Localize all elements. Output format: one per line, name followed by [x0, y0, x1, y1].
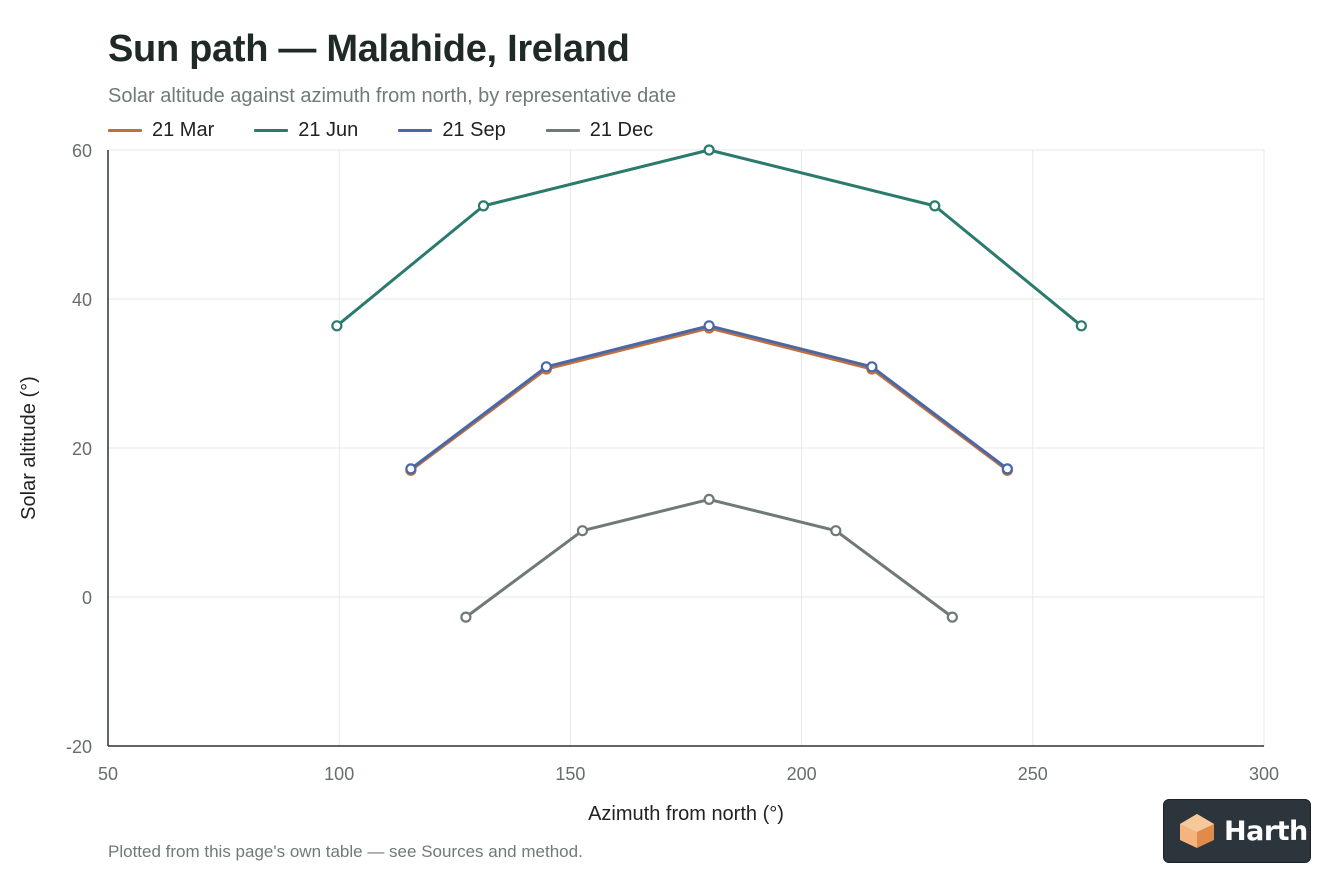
data-point-21-sep[interactable]: [405, 463, 417, 475]
data-point-21-jun[interactable]: [331, 320, 343, 332]
brand-badge[interactable]: Harth: [1163, 799, 1311, 863]
x-tick-label: 150: [555, 764, 585, 784]
harth-logo-icon: [1180, 814, 1214, 848]
legend-item-21-jun[interactable]: 21 Jun: [254, 119, 358, 142]
x-tick-label: 200: [787, 764, 817, 784]
data-point-21-dec[interactable]: [703, 493, 715, 506]
y-tick-label: 0: [82, 588, 92, 608]
legend-item-21-sep[interactable]: 21 Sep: [398, 119, 506, 142]
y-tick-label: 20: [72, 439, 92, 459]
legend-item-21-mar[interactable]: 21 Mar: [108, 119, 214, 142]
chart-legend: 21 Mar 21 Jun 21 Sep 21 Dec: [108, 119, 653, 142]
brand-name: Harth: [1224, 815, 1308, 847]
data-point-21-dec[interactable]: [946, 611, 958, 623]
chart-title: Sun path — Malahide, Ireland: [108, 28, 630, 70]
chart-subtitle: Solar altitude against azimuth from nort…: [108, 85, 677, 107]
legend-swatch-21-dec: [545, 129, 580, 132]
series-lines: [331, 144, 1087, 623]
x-axis-label: Azimuth from north (°): [588, 803, 784, 825]
legend-swatch-21-sep: [398, 129, 433, 132]
data-point-21-jun[interactable]: [929, 200, 941, 212]
legend-label-21-jun: 21 Jun: [298, 119, 359, 141]
legend-item-21-dec[interactable]: 21 Dec: [545, 119, 654, 142]
series-line-21-dec[interactable]: [464, 497, 954, 619]
legend-label-21-dec: 21 Dec: [589, 119, 654, 141]
data-point-21-sep[interactable]: [1001, 463, 1013, 475]
legend-label-21-sep: 21 Sep: [442, 119, 506, 141]
data-point-21-dec[interactable]: [460, 611, 472, 623]
y-axis-label: Solar altitude (°): [18, 376, 40, 520]
legend-swatch-21-jun: [254, 129, 289, 132]
footnote: Plotted from this page's own table — see…: [108, 842, 583, 861]
x-tick-label: 50: [98, 764, 118, 784]
data-point-21-sep[interactable]: [866, 361, 878, 373]
data-point-21-sep[interactable]: [540, 361, 552, 373]
data-point-21-jun[interactable]: [703, 144, 715, 156]
x-tick-label: 300: [1249, 764, 1279, 784]
x-tick-label: 100: [324, 764, 354, 784]
data-point-21-sep[interactable]: [703, 320, 715, 332]
axes: 50 100 150 200 250 300 -20 0 20 40 60: [66, 141, 1279, 784]
data-point-21-dec[interactable]: [576, 525, 589, 537]
series-line-21-sep[interactable]: [409, 324, 1009, 471]
grid-lines: [108, 149, 1265, 746]
series-line-21-mar[interactable]: [409, 326, 1009, 472]
data-point-21-dec[interactable]: [830, 525, 842, 537]
y-tick-label: -20: [66, 737, 92, 757]
data-point-21-jun[interactable]: [1075, 320, 1087, 332]
legend-swatch-21-mar: [108, 129, 142, 132]
legend-label-21-mar: 21 Mar: [152, 119, 215, 141]
x-tick-label: 250: [1018, 764, 1048, 784]
y-tick-label: 60: [72, 141, 92, 161]
data-point-21-jun[interactable]: [477, 200, 490, 212]
y-tick-label: 40: [72, 290, 92, 310]
